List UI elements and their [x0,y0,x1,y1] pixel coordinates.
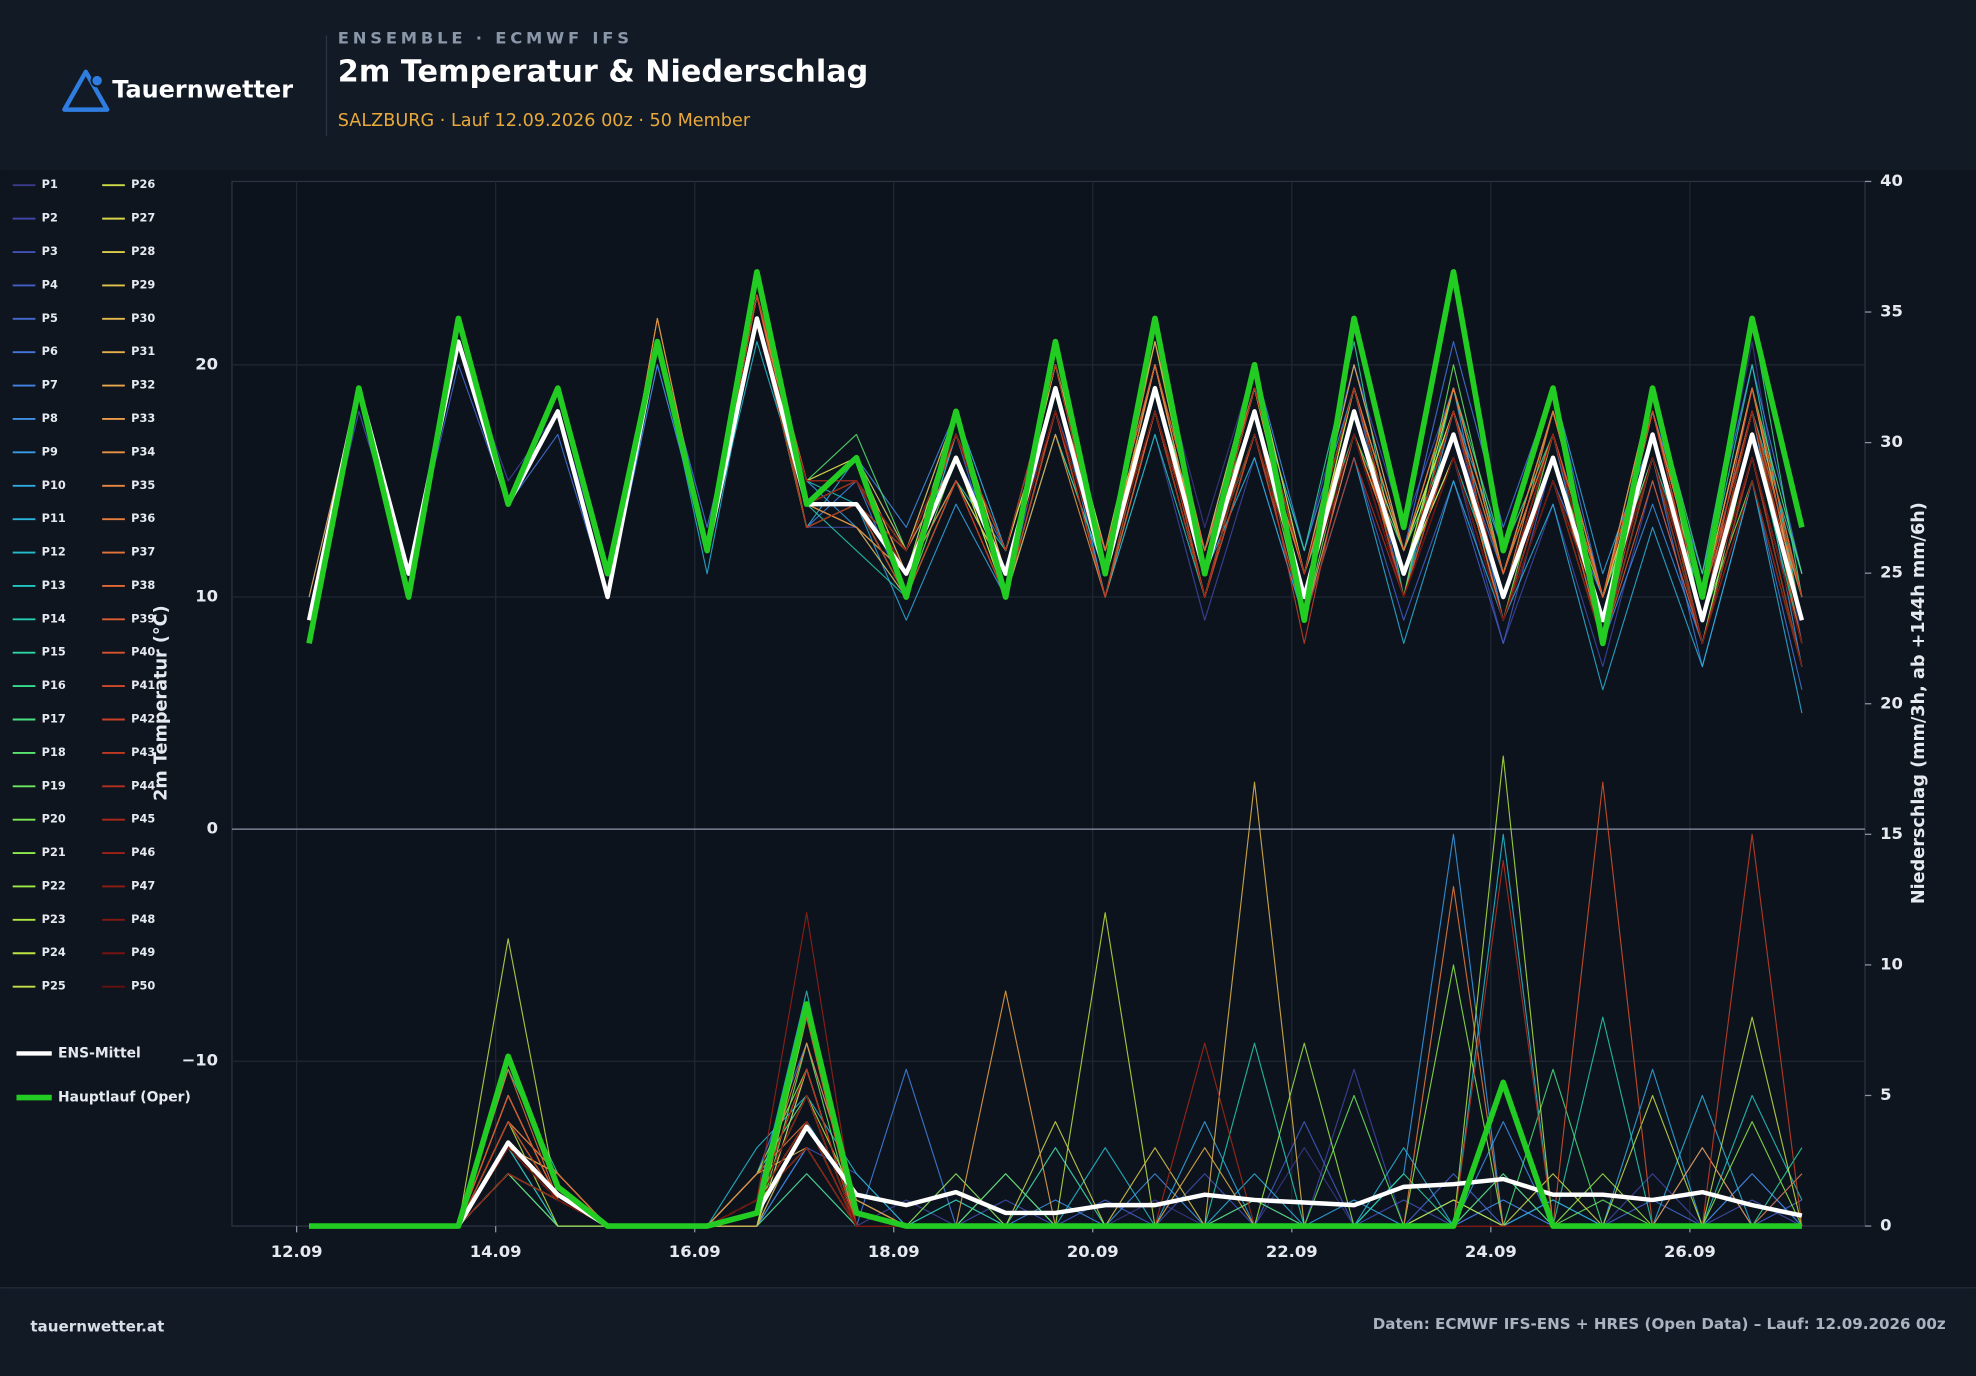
brand: Tauernwetter [112,76,293,104]
y-tick-label: 10 [195,586,218,605]
y-tick-label: 20 [195,354,218,373]
legend-label: P33 [131,411,155,425]
legend-label: P27 [131,211,155,225]
legend-label: P20 [42,812,66,826]
precip-line [309,1124,1803,1229]
y2-tick-label: 20 [1880,693,1903,712]
legend-label: P26 [131,177,155,191]
legend-label: P37 [131,545,155,559]
legend-label: P23 [42,912,66,926]
x-tick-label: 18.09 [868,1242,920,1261]
logo-dot [90,74,104,88]
legend: P1 P2 P3 P4 P5 P6 P7 P8 P9 P10 P11 P12 P13 P14 P15 P16 P… [12,177,191,1106]
legend-label: P11 [42,511,66,525]
legend-label: P17 [42,712,66,726]
legend-label: P50 [131,979,155,993]
legend-label: P18 [42,745,66,759]
legend-label: P43 [131,745,155,759]
legend-label: P5 [42,311,58,325]
legend-label: Hauptlauf (Oper) [58,1090,191,1106]
legend-label: P38 [131,578,155,592]
legend-label: P24 [42,945,66,959]
y2-tick-label: 25 [1880,563,1903,582]
legend-label: P47 [131,878,155,892]
title: 2m Temperatur & Niederschlag [338,55,869,90]
legend-label: P29 [131,277,155,291]
x-tick-label: 20.09 [1067,1242,1119,1261]
legend-label: P40 [131,645,155,659]
y2-tick-label: 35 [1880,302,1903,321]
legend-label: P13 [42,578,66,592]
footer-site: tauernwetter.at [30,1317,164,1335]
temperature-line [306,269,1805,647]
y2-tick-label: 10 [1880,954,1903,973]
legend-label: P1 [42,177,58,191]
header-band [0,0,1976,171]
legend-label: P19 [42,778,66,792]
legend-label: P7 [42,378,58,392]
y-tick-label: 0 [207,819,218,838]
legend-label: P45 [131,812,155,826]
legend-label: P16 [42,678,66,692]
legend-label: P48 [131,912,155,926]
legend-label: P9 [42,444,58,458]
y2-tick-label: 30 [1880,432,1903,451]
legend-label: P10 [42,478,66,492]
legend-label: P32 [131,378,155,392]
y2-tick-label: 0 [1880,1216,1891,1235]
legend-label: P41 [131,678,155,692]
legend-label: P44 [131,778,155,792]
legend-label: P30 [131,311,155,325]
legend-label: P14 [42,611,66,625]
y-axis-label: 2m Temperatur (°C) [151,605,171,801]
y2-axis-label: Niederschlag (mm/3h, ab +144h mm/6h) [1909,502,1929,904]
precip-line [309,1001,1802,1229]
legend-label: P8 [42,411,58,425]
legend-label: P49 [131,945,155,959]
kicker: ENSEMBLE · ECMWF IFS [338,29,633,48]
x-tick-label: 14.09 [470,1242,522,1261]
legend-label: P4 [42,277,58,291]
legend-label: P35 [131,478,155,492]
legend-label: P15 [42,645,66,659]
x-tick-label: 26.09 [1664,1242,1716,1261]
legend-label: ENS-Mittel [58,1045,141,1061]
footer-band [0,1287,1976,1376]
plot-lines [306,269,1805,1229]
y2-tick-label: 15 [1880,824,1903,843]
legend-label: P34 [131,444,155,458]
legend-label: P25 [42,979,66,993]
x-tick-label: 24.09 [1465,1242,1517,1261]
y-tick-label: −10 [182,1051,219,1070]
subtitle: SALZBURG · Lauf 12.09.2026 00z · 50 Memb… [338,111,751,131]
legend-label: P3 [42,244,58,258]
x-tick-label: 16.09 [669,1242,721,1261]
y2-tick-label: 5 [1880,1085,1891,1104]
y2-tick-label: 40 [1880,171,1903,190]
legend-label: P28 [131,244,155,258]
logo-triangle [62,69,110,112]
logo [62,69,110,112]
x-tick-label: 22.09 [1266,1242,1318,1261]
legend-label: P42 [131,712,155,726]
plot-area [231,180,1866,1227]
legend-label: P12 [42,545,66,559]
legend-label: P22 [42,878,66,892]
temperature-line [306,316,1805,623]
legend-label: P6 [42,344,58,358]
legend-label: P36 [131,511,155,525]
footer-source: Daten: ECMWF IFS-ENS + HRES (Open Data) … [1373,1315,1946,1333]
x-tick-label: 12.09 [271,1242,323,1261]
legend-label: P31 [131,344,155,358]
legend-label: P46 [131,845,155,859]
legend-label: P2 [42,211,58,225]
legend-label: P21 [42,845,66,859]
legend-label: P39 [131,611,155,625]
